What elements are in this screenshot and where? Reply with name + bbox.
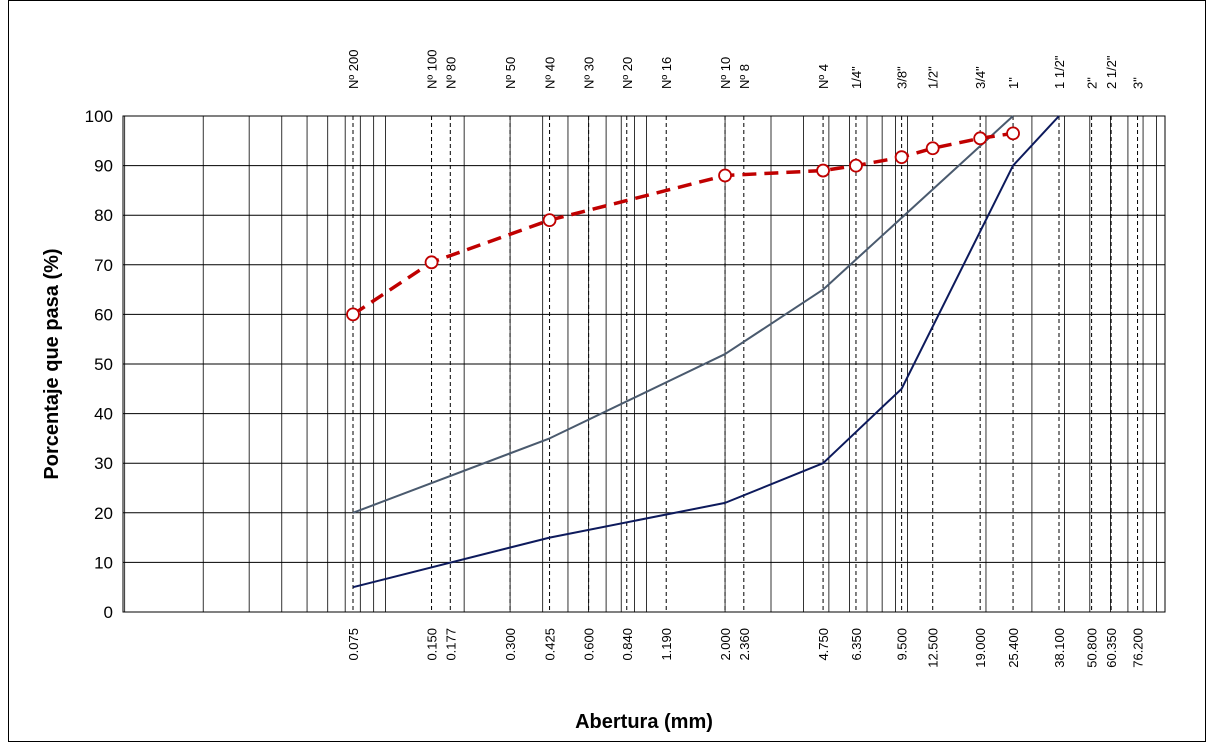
data-point [718, 168, 732, 183]
y-tick-label: 30 [94, 454, 113, 473]
data-point [816, 163, 830, 178]
y-tick-label: 70 [94, 256, 113, 275]
y-tick-label: 90 [94, 157, 113, 176]
sieve-name-label: 3/4" [973, 66, 988, 89]
sieve-opening-label: 1.190 [659, 628, 674, 661]
sieve-opening-label: 25.400 [1006, 628, 1021, 668]
sieve-opening-label: 0.177 [443, 628, 458, 661]
sieve-name-label: Nº 100 [425, 50, 440, 89]
series-line-1 [352, 115, 1014, 514]
data-point [894, 150, 909, 165]
sieve-opening-label: 60.350 [1104, 628, 1119, 668]
sieve-name-label: 1/4" [849, 66, 864, 89]
data-point [424, 255, 439, 270]
chart-frame: 0 10 20 30 40 50 60 70 80 90 100 Nº 200 0.075 Nº 100 0… [8, 0, 1206, 742]
sieve-opening-label: 38.100 [1052, 628, 1067, 668]
sieve-opening-label: 0.600 [582, 628, 597, 661]
series-line-3 [352, 131, 1014, 316]
y-tick-label: 50 [94, 355, 113, 374]
sieve-opening-label: 50.800 [1085, 628, 1100, 668]
sieve-opening-label: 19.000 [973, 628, 988, 668]
sieve-opening-label: 0.075 [346, 628, 361, 661]
sieve-opening-label: 9.500 [895, 628, 910, 661]
sieve-name-label: Nº 200 [346, 50, 361, 89]
data-point [1006, 126, 1020, 141]
sieve-name-label: Nº 20 [620, 57, 635, 89]
sieve-name-label: Nº 10 [718, 57, 733, 89]
data-point [542, 213, 557, 228]
sieve-name-label: 1" [1006, 77, 1021, 89]
data-point [849, 158, 863, 173]
sieve-opening-label: 0.425 [543, 628, 558, 661]
y-tick-label: 100 [85, 107, 113, 126]
sieve-name-label: Nº 80 [443, 57, 458, 89]
x-axis-title: Abertura (mm) [575, 711, 713, 733]
y-tick-label: 20 [94, 504, 113, 523]
data-point [973, 131, 988, 146]
y-tick-label: 10 [94, 553, 113, 572]
data-point [925, 141, 940, 156]
sieve-name-label: 2 1/2" [1104, 55, 1119, 89]
y-axis-title: Porcentaje que pasa (%) [41, 248, 63, 479]
sieve-name-label: 3/8" [895, 66, 910, 89]
sieve-opening-label: 0.150 [425, 628, 440, 661]
data-point [346, 307, 360, 322]
sieve-name-label: Nº 50 [503, 57, 518, 89]
sieve-opening-label: 0.300 [503, 628, 518, 661]
y-tick-label: 60 [94, 305, 113, 324]
granulometry-chart: 0 10 20 30 40 50 60 70 80 90 100 Nº 200 0.075 Nº 100 0… [41, 50, 1166, 733]
sieve-opening-label: 2.360 [737, 628, 752, 661]
sieve-opening-label: 4.750 [816, 628, 831, 661]
sieve-opening-label: 2.000 [718, 628, 733, 661]
sieve-name-label: Nº 16 [659, 57, 674, 89]
sieve-opening-label: 76.200 [1131, 628, 1146, 668]
sieve-name-label: Nº 40 [543, 57, 558, 89]
y-tick-label: 40 [94, 405, 113, 424]
sieve-name-label: Nº 30 [582, 57, 597, 89]
sieve-name-label: 2" [1085, 77, 1100, 89]
sieve-name-label: Nº 4 [816, 64, 831, 89]
y-tick-label: 0 [104, 603, 113, 622]
series-line-2 [352, 115, 1060, 589]
sieve-name-label: 1 1/2" [1052, 55, 1067, 89]
y-tick-label: 80 [94, 206, 113, 225]
sieve-opening-label: 6.350 [849, 628, 864, 661]
sieve-name-label: 1/2" [926, 66, 941, 89]
sieve-opening-label: 0.840 [620, 628, 635, 661]
sieve-name-label: 3" [1131, 77, 1146, 89]
sieve-opening-label: 12.500 [926, 628, 941, 668]
sieve-name-label: Nº 8 [737, 64, 752, 89]
